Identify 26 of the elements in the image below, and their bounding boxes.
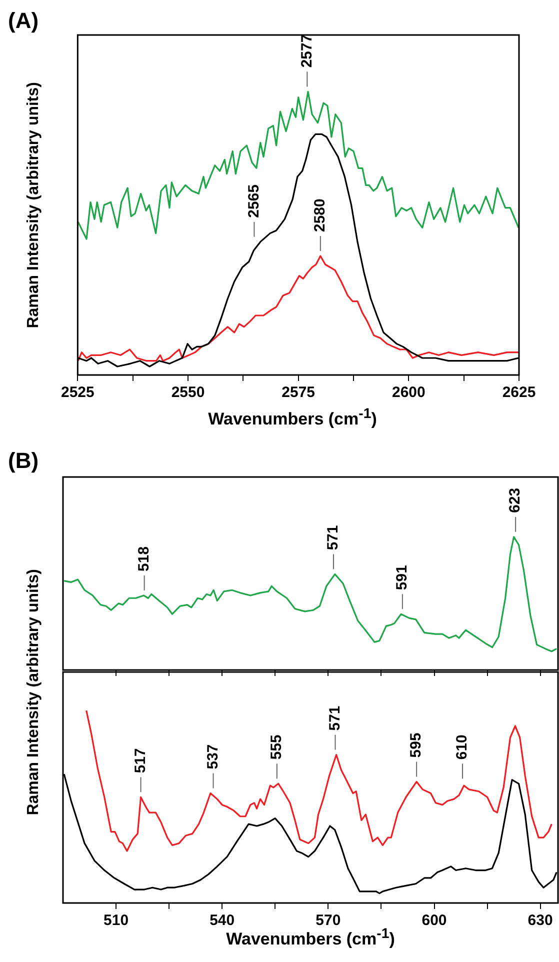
annotation: 2565 (245, 184, 262, 218)
x-tick-label: 630 (528, 912, 553, 930)
annotation: 2577 (298, 34, 316, 68)
annotation: 595 (408, 732, 425, 758)
annotation: 623 (506, 488, 524, 513)
annotation: 571 (324, 525, 342, 550)
chart-title: (A) (8, 8, 39, 34)
x-axis-title: Wavenumbers (cm$^{-1}$) (207, 406, 378, 430)
x-tick-label: 2525 (60, 384, 94, 402)
x-tick-label: 2625 (502, 384, 536, 402)
annotation: 610 (454, 734, 471, 760)
x-tick-label: 2550 (171, 384, 205, 402)
x-tick-label: 2575 (282, 384, 316, 402)
x-tick-label: 600 (422, 912, 447, 930)
annotation: 2580 (312, 198, 329, 232)
annotation: 517 (132, 748, 149, 774)
y-axis-title: Raman Intensity (arbitrary units) (25, 568, 43, 816)
annotation: 518 (135, 546, 152, 572)
y-axis-title: Raman Intensity (arbitrary units) (25, 82, 43, 328)
x-tick-label: 510 (104, 912, 129, 930)
annotation: 571 (326, 706, 344, 731)
annotation: 537 (204, 744, 222, 770)
chart-title: (B) (8, 448, 39, 474)
annotation: 591 (394, 565, 411, 590)
x-tick-label: 2600 (392, 384, 426, 402)
annotation: 555 (268, 734, 286, 760)
